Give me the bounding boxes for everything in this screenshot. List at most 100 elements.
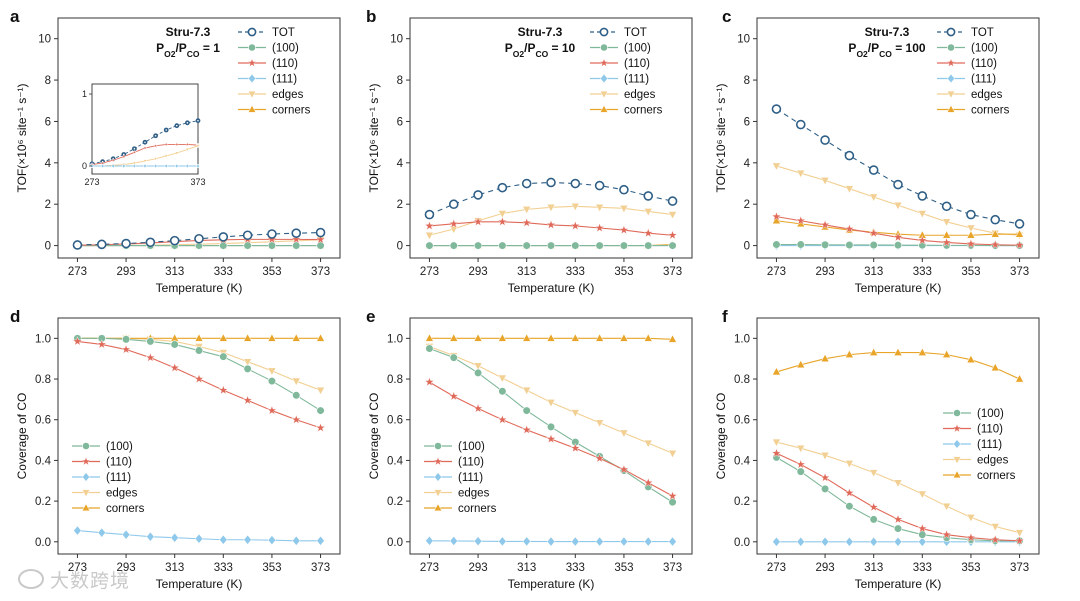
inset-point-edges	[174, 151, 179, 156]
inset-y-tick-label: 1	[82, 89, 87, 99]
x-tick-label: 373	[311, 266, 330, 278]
data-point-110	[643, 227, 654, 238]
x-tick-label: 333	[214, 266, 233, 278]
legend-marker-corners	[247, 104, 257, 113]
plot-frame	[57, 17, 341, 259]
legend-label-110: (110)	[458, 457, 484, 469]
text-run: P	[505, 41, 513, 55]
data-point-corners	[170, 333, 180, 342]
data-point-110	[291, 414, 302, 425]
y-tick-label: 0.8	[387, 374, 403, 386]
y-tick-label: 0.6	[387, 415, 403, 427]
y-tick-label: 6	[45, 116, 51, 128]
data-point-111	[571, 536, 580, 547]
data-point-111	[449, 536, 458, 546]
y-tick-label: 0.0	[35, 537, 51, 549]
data-point-111	[97, 527, 106, 538]
data-point-110	[618, 464, 630, 474]
chart-title: Stru-7.3	[865, 25, 910, 39]
legend-marker-100	[953, 409, 961, 417]
data-point-111	[243, 534, 252, 545]
data-point-110	[990, 534, 1001, 545]
y-axis-label: Coverage of CO	[367, 393, 381, 480]
legend-label-corners: corners	[272, 105, 311, 117]
data-point-100	[845, 240, 854, 250]
data-point-100	[498, 387, 507, 396]
x-axis-label: Temperature (K)	[156, 281, 243, 295]
legend-label-TOT: TOT	[971, 27, 994, 39]
y-axis-label: TOF(×10⁶ site⁻¹ s⁻¹)	[367, 83, 381, 192]
data-point-corners	[1015, 229, 1024, 238]
data-point-110	[667, 229, 678, 240]
data-point-111	[546, 536, 556, 547]
data-point-TOT	[96, 239, 107, 250]
legend-marker-corners	[433, 503, 443, 512]
chart-title: Stru-7.3	[166, 25, 211, 39]
legend-marker-111	[434, 472, 442, 482]
data-point-110	[1014, 535, 1025, 546]
text-run: /P	[524, 41, 535, 55]
inset-point-111	[185, 163, 190, 169]
data-point-TOT	[868, 165, 879, 175]
inset-point-TOT	[174, 123, 180, 129]
y-tick-label: 8	[744, 75, 750, 87]
data-point-edges	[917, 490, 927, 499]
x-axis-label: Temperature (K)	[855, 577, 942, 591]
data-point-edges	[570, 202, 580, 212]
plot-frame	[756, 317, 1040, 555]
data-point-110	[424, 376, 435, 387]
y-tick-label: 6	[397, 116, 403, 128]
legend-marker-110	[952, 423, 962, 433]
y-tick-label: 0.4	[387, 455, 404, 467]
data-point-corners	[917, 347, 927, 356]
legend-marker-110	[81, 456, 91, 466]
inset-point-TOT	[184, 120, 190, 126]
data-point-TOT	[966, 209, 976, 220]
legend-label-111: (111)	[971, 74, 996, 86]
subscript: O2	[164, 49, 176, 59]
data-point-100	[845, 502, 854, 511]
y-tick-label: 0.8	[734, 374, 750, 386]
data-point-110	[472, 403, 484, 413]
data-point-110	[594, 222, 605, 233]
x-tick-label: 353	[961, 562, 980, 574]
subscript: O2	[856, 49, 868, 59]
data-point-TOT	[121, 238, 131, 249]
legend-marker-110	[946, 57, 956, 68]
data-point-110	[965, 532, 977, 543]
y-axis-label: Coverage of CO	[15, 393, 29, 480]
data-point-110	[618, 224, 630, 235]
data-point-edges	[893, 201, 903, 211]
data-point-corners	[316, 333, 325, 342]
inset-point-TOT	[163, 127, 169, 133]
data-point-corners	[1015, 374, 1024, 383]
data-point-100	[219, 352, 228, 361]
legend-label-110: (110)	[971, 58, 997, 70]
data-point-110	[570, 442, 581, 453]
data-point-corners	[772, 367, 781, 376]
subscript: CO	[535, 49, 548, 59]
panel-c: c 273 293 313 333 353 373 0 2 4 6 8 10 Temperature (K…	[714, 7, 1040, 295]
legend-marker-edges	[599, 90, 609, 99]
plot-frame	[409, 17, 693, 259]
data-point-110	[315, 422, 326, 433]
y-tick-label: 0	[744, 241, 750, 253]
legend-label-edges: edges	[971, 89, 1003, 101]
series-line-TOT	[776, 108, 1020, 225]
data-point-corners	[966, 354, 976, 363]
data-point-110	[169, 362, 180, 373]
data-point-110	[448, 218, 459, 229]
legend-marker-100	[434, 442, 442, 450]
data-point-100	[869, 240, 878, 250]
data-point-110	[917, 235, 928, 245]
legend-label-100: (100)	[106, 441, 133, 453]
x-axis-label: Temperature (K)	[508, 577, 595, 591]
data-point-111	[522, 536, 531, 547]
y-tick-label: 0	[45, 241, 51, 253]
data-point-100	[796, 467, 805, 476]
data-point-100	[473, 241, 483, 250]
data-point-110	[594, 453, 605, 463]
plot-frame	[756, 17, 1040, 259]
data-point-111	[918, 536, 927, 547]
data-point-corners	[595, 333, 605, 342]
